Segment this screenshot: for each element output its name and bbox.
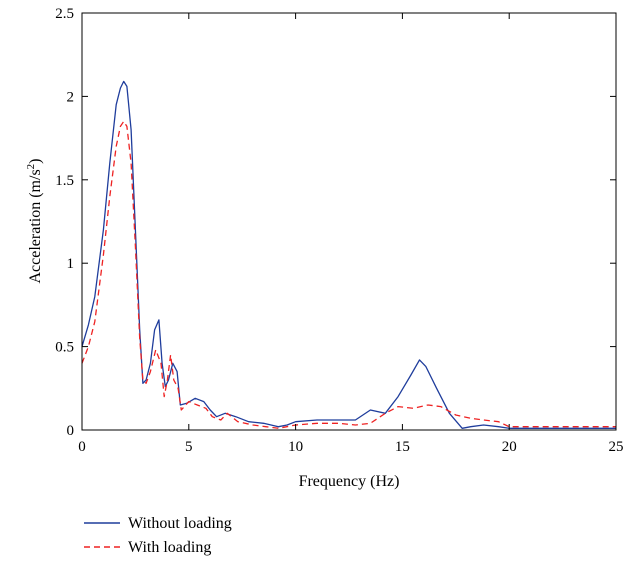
tick-labels: 0 5 10 15 20 25 0 0.5 1 1.5 2 2.5 [55,6,623,455]
series-line-without-loading [81,80,616,429]
y-tick-label: 2.5 [55,6,74,22]
y-tick-label: 0 [67,423,75,439]
legend: Without loading With loading [84,515,232,556]
y-tick-label: 0.5 [55,340,74,356]
series-line-with-loading [81,120,616,429]
x-tick-label: 15 [395,439,410,455]
y-axis-title: Acceleration (m/s2) [25,159,44,284]
x-tick-label: 10 [288,439,303,455]
y-tick-label: 1.5 [55,173,74,189]
x-tick-label: 20 [502,439,517,455]
x-tick-label: 0 [78,439,86,455]
x-axis-title: Frequency (Hz) [299,473,400,490]
legend-label-with-loading: With loading [128,539,211,556]
axes-layer [81,12,617,431]
y-tick-label: 1 [67,256,75,272]
legend-label-without-loading: Without loading [128,515,232,532]
y-axis-title-end: ) [27,159,44,164]
x-tick-label: 25 [609,439,624,455]
x-tick-label: 5 [185,439,193,455]
plot-frame [81,12,617,431]
y-tick-label: 2 [67,89,75,105]
y-axis-title-main: Acceleration (m/s [27,169,44,283]
plot-layer [81,80,616,429]
y-axis-title-superscript: 2 [25,164,37,170]
